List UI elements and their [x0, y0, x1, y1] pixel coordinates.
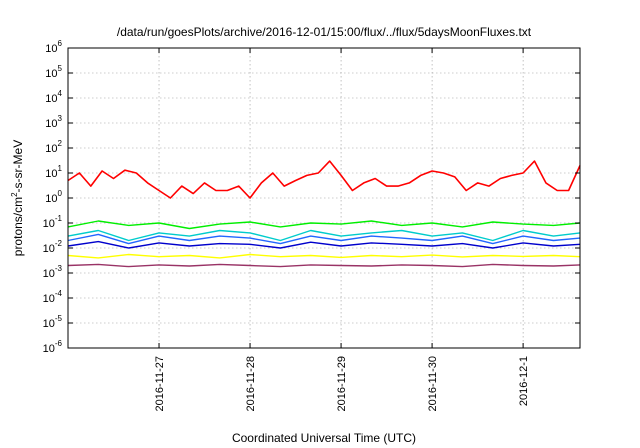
x-tick-label: 2016-11-29 [336, 356, 348, 411]
y-tick-exp: 1 [58, 164, 63, 173]
y-axis-ticks: 10610510410310210110010-110-210-310-410-… [43, 39, 580, 355]
y-tick-exp: -3 [55, 264, 63, 273]
y-axis-label: protons/cm2-s-sr-MeV [10, 140, 25, 256]
y-tick-base: 10 [43, 243, 55, 255]
y-tick-base: 10 [45, 193, 57, 205]
y-tick-label: 10-3 [43, 264, 63, 280]
y-tick-base: 10 [45, 143, 57, 155]
series-line [67, 253, 581, 259]
y-tick-base: 10 [43, 293, 55, 305]
y-tick-label: 106 [45, 39, 62, 55]
x-axis-label: Coordinated Universal Time (UTC) [232, 431, 416, 445]
y-tick-label: 10-4 [43, 289, 63, 305]
y-tick-label: 10-6 [43, 339, 63, 355]
y-tick-exp: -5 [55, 314, 63, 323]
series-line [67, 263, 581, 268]
y-tick-label: 10-1 [43, 214, 63, 230]
y-tick-label: 10-5 [43, 314, 63, 330]
x-tick-label: 2016-12-1 [518, 356, 530, 406]
y-tick-label: 100 [45, 189, 62, 205]
data-series [67, 160, 581, 268]
series-line [67, 229, 581, 242]
y-tick-base: 10 [43, 268, 55, 280]
y-tick-label: 104 [45, 89, 62, 105]
y-tick-base: 10 [45, 168, 57, 180]
y-tick-label: 10-2 [43, 239, 63, 255]
y-tick-base: 10 [45, 43, 57, 55]
y-tick-exp: -4 [55, 289, 63, 298]
series-line [67, 160, 581, 199]
y-axis-label-sup: 2 [10, 192, 19, 197]
y-tick-base: 10 [45, 93, 57, 105]
grid [68, 48, 580, 348]
y-tick-exp: 5 [58, 64, 63, 73]
y-axis-label-base: protons/cm [11, 197, 25, 256]
series-line [67, 220, 581, 230]
chart-title: /data/run/goesPlots/archive/2016-12-01/1… [117, 25, 532, 39]
y-tick-exp: 4 [58, 89, 63, 98]
series-line [67, 240, 581, 249]
y-tick-exp: 3 [58, 114, 63, 123]
y-tick-label: 103 [45, 114, 62, 130]
y-axis-label-rest: -s-sr-MeV [11, 140, 25, 193]
y-tick-base: 10 [45, 68, 57, 80]
y-tick-label: 101 [45, 164, 62, 180]
y-tick-exp: 0 [58, 189, 63, 198]
y-tick-base: 10 [43, 318, 55, 330]
x-tick-label: 2016-11-30 [427, 356, 439, 411]
y-tick-exp: 6 [58, 39, 63, 48]
y-tick-exp: -6 [55, 339, 63, 348]
x-tick-label: 2016-11-27 [154, 356, 166, 411]
x-tick-label: 2016-11-28 [245, 356, 257, 411]
series-line [67, 233, 581, 245]
y-tick-base: 10 [43, 343, 55, 355]
y-tick-exp: -2 [55, 239, 63, 248]
y-tick-base: 10 [45, 118, 57, 130]
y-tick-exp: 2 [58, 139, 63, 148]
y-tick-base: 10 [43, 218, 55, 230]
y-tick-label: 105 [45, 64, 62, 80]
y-tick-label: 102 [45, 139, 62, 155]
y-tick-exp: -1 [55, 214, 63, 223]
x-axis-ticks: 2016-11-27 2016-11-28 2016-11-29 2016-11-30… [154, 48, 530, 411]
